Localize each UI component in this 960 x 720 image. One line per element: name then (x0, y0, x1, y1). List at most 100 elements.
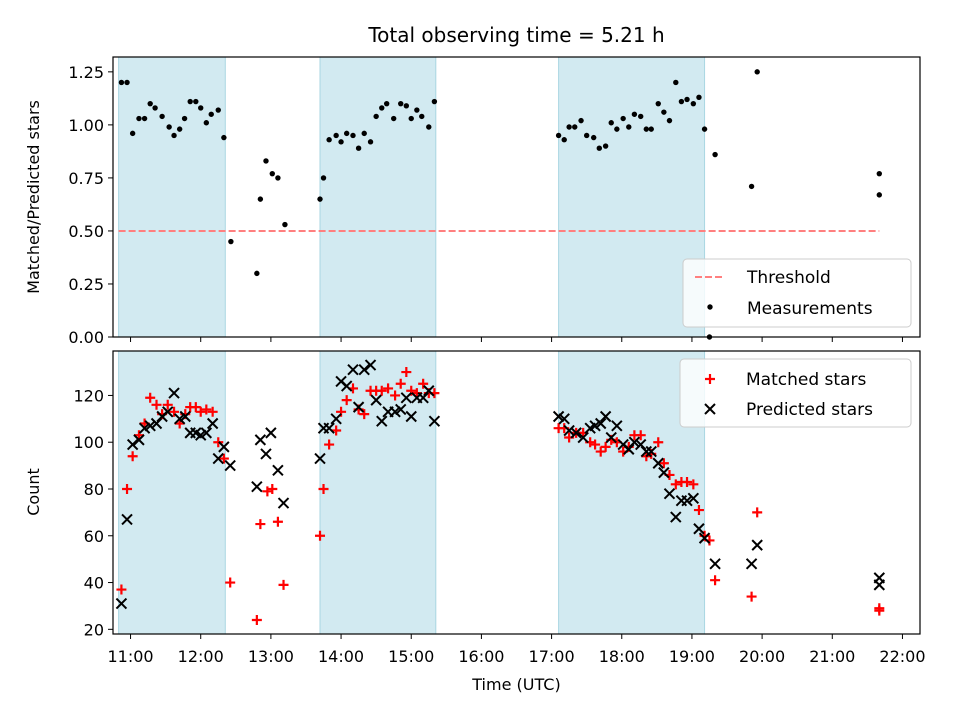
predicted-star-point (277, 497, 290, 509)
matched-star-point (359, 409, 370, 420)
measurement-point (876, 170, 882, 177)
x-tick-label: 15:00 (388, 647, 434, 666)
measurement-point (403, 103, 410, 109)
measurement-point (431, 98, 438, 105)
predicted-star-point (179, 410, 191, 423)
y-tick-label: 60 (84, 527, 104, 546)
observing-window-shade (118, 350, 226, 635)
matched-star-point (418, 378, 429, 389)
matched-star-point (600, 441, 611, 452)
predicted-star-point (628, 436, 641, 448)
measurement-point (171, 132, 177, 139)
measurement-point (118, 79, 125, 86)
matched-star-point (390, 390, 401, 401)
measurement-point (176, 126, 183, 132)
y-tick-label: 0.00 (68, 328, 104, 347)
y-tick-label: 20 (84, 620, 104, 639)
measurement-point (263, 158, 269, 164)
measurement-point (419, 113, 425, 120)
predicted-star-point (340, 380, 353, 392)
predicted-star-point (400, 392, 413, 404)
measurement-point (129, 130, 136, 137)
measurement-point (383, 100, 390, 107)
measurement-point (187, 98, 193, 105)
matched-star-point (116, 584, 127, 595)
measurement-point (643, 126, 650, 132)
matched-star-point (324, 439, 335, 450)
predicted-star-point (405, 410, 417, 423)
predicted-star-point (121, 513, 133, 526)
predicted-star-point (428, 415, 441, 427)
axes-frame (112, 56, 921, 338)
measurement-point (754, 69, 760, 75)
predicted-star-point (640, 445, 653, 458)
predicted-star-point (115, 597, 128, 610)
matched-star-point (595, 446, 606, 457)
measurement-point (320, 175, 327, 181)
measurement-point (555, 132, 562, 139)
matched-star-point (225, 577, 236, 588)
y-axis-label: Count (24, 468, 43, 516)
predicted-star-point (126, 438, 139, 451)
predicted-star-point (370, 394, 382, 406)
matched-star-point (278, 579, 289, 590)
legend-box (682, 258, 912, 328)
predicted-star-point (323, 422, 335, 434)
predicted-star-point (663, 487, 676, 500)
predicted-star-point (224, 459, 236, 472)
matched-star-point (401, 367, 412, 378)
predicted-star-point (218, 441, 230, 453)
measurement-point (638, 113, 644, 120)
measurement-point (583, 132, 590, 139)
measurement-point (426, 124, 432, 130)
measurement-point (317, 196, 323, 202)
measurement-point (590, 134, 597, 141)
matched-star-point (383, 383, 394, 394)
measurement-point (338, 139, 344, 145)
measurement-point (561, 137, 567, 143)
measurement-point (614, 126, 620, 132)
x-tick-label: 13:00 (248, 647, 294, 666)
predicted-star-point (144, 420, 156, 432)
matched-star-point (162, 399, 173, 410)
measurement-point (408, 115, 414, 122)
measurement-point (398, 100, 404, 107)
matched-star-point (710, 575, 721, 586)
axes-frame (112, 350, 921, 635)
predicted-star-point (570, 427, 582, 439)
predicted-star-point (693, 523, 705, 535)
legend-threshold-label: Threshold (746, 268, 831, 288)
measurement-point (228, 238, 234, 245)
matched-star-point (213, 437, 224, 448)
measurement-point (631, 111, 638, 117)
matched-star-point (376, 385, 387, 396)
measurement-point (678, 98, 685, 105)
matched-star-point (218, 453, 229, 464)
measurement-point (414, 107, 420, 113)
matched-star-point (207, 406, 218, 417)
measurement-point (608, 120, 614, 126)
predicted-star-point (358, 364, 370, 376)
legend-box (679, 358, 912, 428)
legend-measurement-label: Measurements (747, 299, 873, 319)
measurement-point (203, 120, 210, 126)
predicted-star-point (605, 431, 617, 444)
matched-star-point (746, 591, 757, 602)
matched-star-point (670, 479, 681, 490)
measurement-point (655, 100, 661, 107)
measurement-point (124, 79, 130, 86)
measurement-point (208, 111, 214, 117)
matched-star-point (653, 437, 664, 448)
legend-matched-label: Matched stars (746, 370, 866, 390)
matched-star-point (693, 505, 704, 516)
predicted-star-point (423, 385, 435, 397)
predicted-star-point (251, 480, 263, 493)
measurement-point (159, 113, 165, 120)
predicted-star-point (272, 464, 284, 476)
measurement-point (193, 98, 199, 105)
predicted-star-point (133, 434, 145, 446)
measurement-point (152, 105, 158, 111)
measurement-point (350, 132, 356, 139)
predicted-star-point (168, 387, 180, 399)
